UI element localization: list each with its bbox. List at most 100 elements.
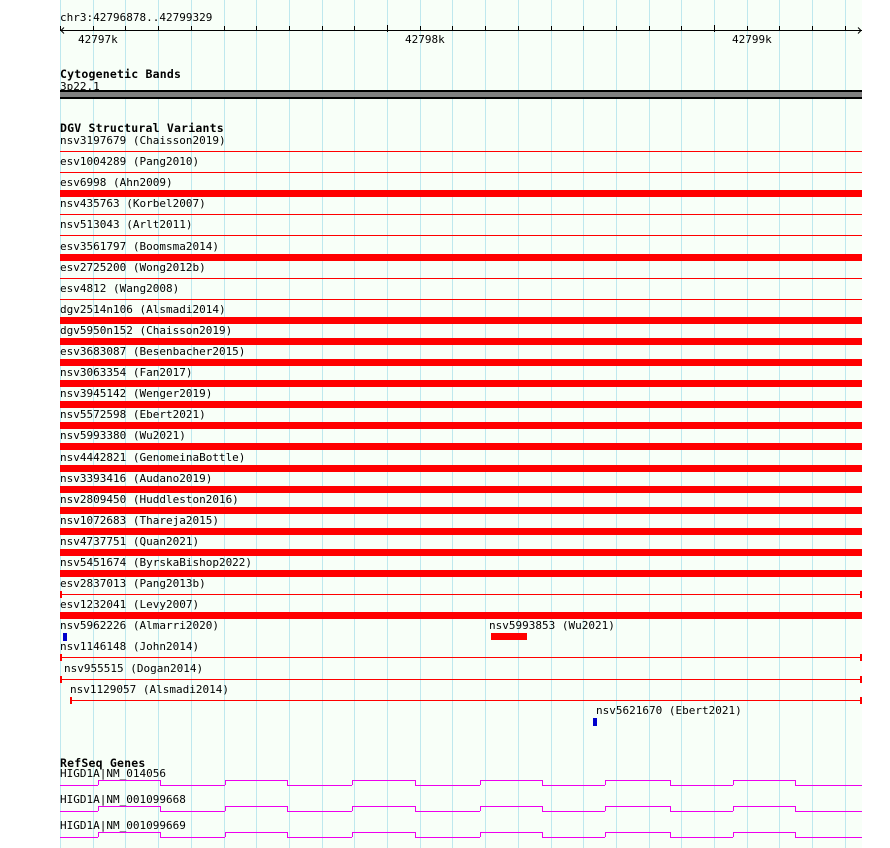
dgv-variant-marker[interactable] xyxy=(593,718,597,726)
dgv-variant-label[interactable]: dgv2514n106 (Alsmadi2014) xyxy=(60,303,226,316)
dgv-variant-line[interactable] xyxy=(70,700,862,701)
dgv-variant-label[interactable]: esv3683087 (Besenbacher2015) xyxy=(60,345,246,358)
refseq-exon-segment[interactable] xyxy=(225,780,287,781)
refseq-intron-segment[interactable] xyxy=(60,837,98,838)
dgv-variant-label[interactable]: dgv5950n152 (Chaisson2019) xyxy=(60,324,233,337)
dgv-variant-bar[interactable] xyxy=(60,422,862,429)
refseq-exon-segment[interactable] xyxy=(733,780,795,781)
dgv-variant-label[interactable]: nsv1146148 (John2014) xyxy=(60,640,200,653)
refseq-exon-segment[interactable] xyxy=(480,832,542,833)
refseq-exon-segment[interactable] xyxy=(98,780,160,781)
refseq-exon-segment[interactable] xyxy=(225,832,287,833)
refseq-intron-segment[interactable] xyxy=(287,811,352,812)
dgv-variant-label[interactable]: nsv2809450 (Huddleston2016) xyxy=(60,493,239,506)
dgv-variant-label[interactable]: nsv955515 (Dogan2014) xyxy=(64,662,204,675)
refseq-intron-segment[interactable] xyxy=(415,785,480,786)
dgv-variant-line[interactable] xyxy=(60,151,862,152)
dgv-variant-line[interactable] xyxy=(60,679,862,680)
dgv-variant-label[interactable]: nsv1072683 (Thareja2015) xyxy=(60,514,219,527)
refseq-intron-segment[interactable] xyxy=(60,785,98,786)
refseq-intron-segment[interactable] xyxy=(795,785,862,786)
dgv-variant-label[interactable]: nsv3393416 (Audano2019) xyxy=(60,472,213,485)
refseq-intron-segment[interactable] xyxy=(670,837,733,838)
refseq-gene-label[interactable]: HIGD1A|NM_014056 xyxy=(60,767,166,780)
refseq-exon-segment[interactable] xyxy=(605,780,670,781)
refseq-intron-segment[interactable] xyxy=(160,837,225,838)
dgv-variant-bar[interactable] xyxy=(60,254,862,261)
dgv-variant-line[interactable] xyxy=(60,172,862,173)
refseq-intron-segment[interactable] xyxy=(542,785,605,786)
refseq-intron-segment[interactable] xyxy=(287,785,352,786)
refseq-intron-segment[interactable] xyxy=(542,837,605,838)
dgv-variant-label[interactable]: nsv1129057 (Alsmadi2014) xyxy=(70,683,229,696)
dgv-variant-label[interactable]: esv1004289 (Pang2010) xyxy=(60,155,200,168)
dgv-variant-label[interactable]: esv6998 (Ahn2009) xyxy=(60,176,173,189)
cytoband-bar[interactable] xyxy=(60,90,862,99)
refseq-intron-segment[interactable] xyxy=(795,811,862,812)
dgv-variant-label[interactable]: nsv3945142 (Wenger2019) xyxy=(60,387,213,400)
refseq-gene-label[interactable]: HIGD1A|NM_001099669 xyxy=(60,819,186,832)
dgv-variant-label[interactable]: nsv5962226 (Almarri2020) xyxy=(60,619,219,632)
refseq-gene-label[interactable]: HIGD1A|NM_001099668 xyxy=(60,793,186,806)
dgv-variant-bar[interactable] xyxy=(60,190,862,197)
dgv-variant-label[interactable]: nsv5993380 (Wu2021) xyxy=(60,429,186,442)
dgv-variant-line[interactable] xyxy=(60,594,862,595)
refseq-intron-segment[interactable] xyxy=(287,837,352,838)
refseq-intron-segment[interactable] xyxy=(670,785,733,786)
dgv-variant-label[interactable]: esv2725200 (Wong2012b) xyxy=(60,261,206,274)
dgv-variant-label[interactable]: nsv4442821 (GenomeinaBottle) xyxy=(60,451,246,464)
refseq-intron-segment[interactable] xyxy=(670,811,733,812)
refseq-exon-segment[interactable] xyxy=(352,832,415,833)
dgv-variant-line[interactable] xyxy=(60,657,862,658)
dgv-variant-label[interactable]: nsv3063354 (Fan2017) xyxy=(60,366,193,379)
refseq-intron-segment[interactable] xyxy=(160,785,225,786)
dgv-variant-label[interactable]: nsv5451674 (ByrskaBishop2022) xyxy=(60,556,253,569)
dgv-variant-bar[interactable] xyxy=(60,443,862,450)
refseq-exon-segment[interactable] xyxy=(98,806,160,807)
dgv-variant-line[interactable] xyxy=(60,235,862,236)
dgv-variant-bar[interactable] xyxy=(60,338,862,345)
dgv-variant-label[interactable]: nsv435763 (Korbel2007) xyxy=(60,197,206,210)
refseq-exon-segment[interactable] xyxy=(352,806,415,807)
dgv-variant-label[interactable]: nsv5993853 (Wu2021) xyxy=(489,619,615,632)
dgv-variant-label[interactable]: esv1232041 (Levy2007) xyxy=(60,598,200,611)
refseq-intron-segment[interactable] xyxy=(415,837,480,838)
dgv-variant-label[interactable]: esv3561797 (Boomsma2014) xyxy=(60,240,219,253)
dgv-variant-bar[interactable] xyxy=(60,528,862,535)
dgv-variant-label[interactable]: esv4812 (Wang2008) xyxy=(60,282,180,295)
dgv-variant-bar[interactable] xyxy=(60,359,862,366)
refseq-exon-segment[interactable] xyxy=(225,806,287,807)
dgv-variant-bar[interactable] xyxy=(60,570,862,577)
refseq-exon-segment[interactable] xyxy=(605,806,670,807)
refseq-intron-segment[interactable] xyxy=(542,811,605,812)
refseq-intron-segment[interactable] xyxy=(795,837,862,838)
dgv-variant-line[interactable] xyxy=(60,278,862,279)
refseq-exon-segment[interactable] xyxy=(352,780,415,781)
dgv-variant-label[interactable]: nsv5621670 (Ebert2021) xyxy=(596,704,742,717)
dgv-variant-bar[interactable] xyxy=(491,633,527,640)
dgv-variant-label[interactable]: nsv5572598 (Ebert2021) xyxy=(60,408,206,421)
dgv-variant-line[interactable] xyxy=(60,214,862,215)
refseq-exon-segment[interactable] xyxy=(733,806,795,807)
dgv-variant-label[interactable]: nsv4737751 (Quan2021) xyxy=(60,535,200,548)
refseq-exon-segment[interactable] xyxy=(605,832,670,833)
dgv-variant-line[interactable] xyxy=(60,299,862,300)
refseq-exon-segment[interactable] xyxy=(480,806,542,807)
dgv-variant-bar[interactable] xyxy=(60,612,862,619)
refseq-intron-segment[interactable] xyxy=(415,811,480,812)
dgv-variant-bar[interactable] xyxy=(60,507,862,514)
refseq-exon-segment[interactable] xyxy=(480,780,542,781)
dgv-variant-label[interactable]: esv2837013 (Pang2013b) xyxy=(60,577,206,590)
dgv-variant-bar[interactable] xyxy=(60,486,862,493)
dgv-variant-bar[interactable] xyxy=(60,465,862,472)
dgv-variant-bar[interactable] xyxy=(60,549,862,556)
refseq-intron-segment[interactable] xyxy=(60,811,98,812)
dgv-variant-marker[interactable] xyxy=(63,633,67,641)
dgv-variant-bar[interactable] xyxy=(60,401,862,408)
dgv-variant-bar[interactable] xyxy=(60,380,862,387)
dgv-variant-label[interactable]: nsv3197679 (Chaisson2019) xyxy=(60,134,226,147)
refseq-exon-segment[interactable] xyxy=(98,832,160,833)
refseq-intron-segment[interactable] xyxy=(160,811,225,812)
refseq-exon-segment[interactable] xyxy=(733,832,795,833)
dgv-variant-label[interactable]: nsv513043 (Arlt2011) xyxy=(60,218,193,231)
